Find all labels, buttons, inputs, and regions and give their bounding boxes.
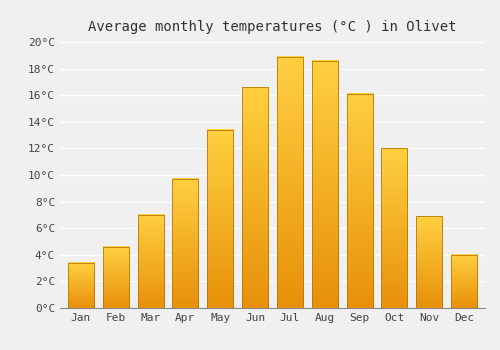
Bar [382,148,407,308]
Title: Average monthly temperatures (°C ) in Olivet: Average monthly temperatures (°C ) in Ol… [88,20,457,34]
Bar [416,216,442,308]
Bar [242,87,268,308]
Bar [102,247,129,308]
Bar [138,215,164,308]
Bar [312,61,338,308]
Bar [207,130,234,308]
Bar [346,94,372,308]
Bar [68,263,94,308]
Bar [277,57,303,308]
Bar [172,179,199,308]
Bar [451,255,477,308]
